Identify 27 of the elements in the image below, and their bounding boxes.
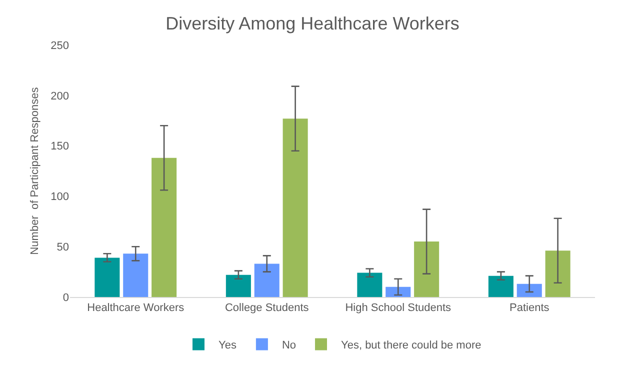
x-tick-label: Healthcare Workers (87, 302, 185, 314)
bar (545, 250, 570, 297)
y-tick-label: 200 (50, 90, 69, 102)
x-tick-label: Patients (510, 302, 550, 314)
legend-label: Yes (218, 340, 237, 352)
y-axis-title: Number of Participant Responses (29, 86, 41, 255)
legend-label: Yes, but there could be more (341, 340, 482, 352)
bar (516, 284, 542, 297)
bar (386, 286, 411, 297)
y-tick-label: 100 (50, 191, 69, 204)
bar (282, 118, 308, 297)
bar (357, 272, 382, 297)
bar (152, 158, 177, 297)
bar (488, 276, 514, 297)
x-tick-label: College Students (224, 302, 310, 314)
y-tick-label: 150 (50, 140, 69, 153)
chart-title: Diversity Among Healthcare Workers (166, 13, 460, 34)
legend-label: No (282, 340, 296, 352)
y-tick-label: 250 (50, 40, 69, 52)
bar (123, 254, 148, 297)
y-tick-label: 50 (56, 241, 69, 254)
bar (226, 274, 251, 297)
x-tick-label: High School Students (345, 302, 452, 314)
bar (94, 258, 120, 297)
bar (254, 264, 280, 297)
y-tick-label: 0 (62, 292, 69, 304)
bar (414, 242, 440, 297)
